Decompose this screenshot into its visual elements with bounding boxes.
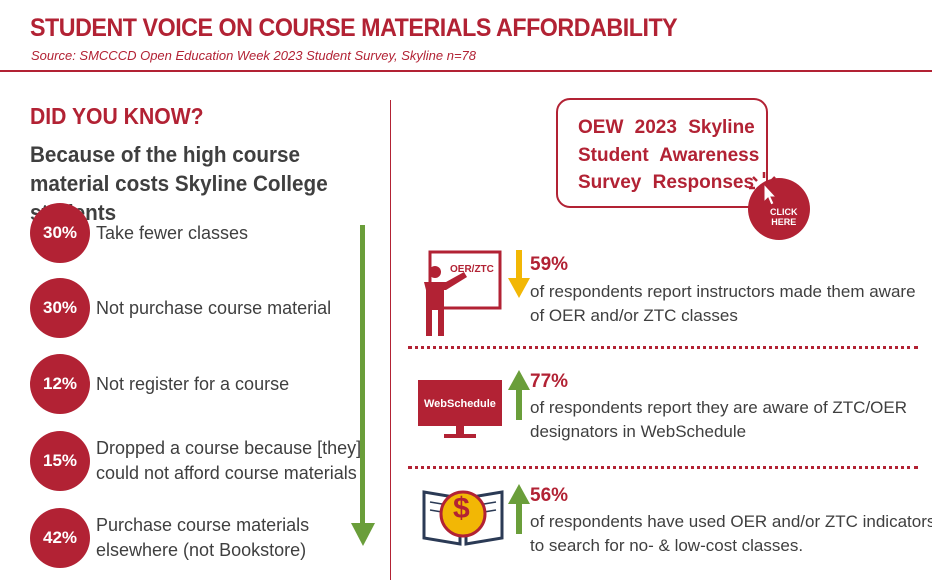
desc-line: to search for no- & low-cost classes.	[530, 536, 804, 555]
down-arrow-icon	[508, 250, 530, 298]
stat-label: Take fewer classes	[96, 221, 248, 246]
percent-value: 56%	[530, 485, 569, 506]
percent-badge: 15%	[30, 431, 90, 491]
desc-line: of respondents have used OER and/or ZTC …	[530, 512, 932, 531]
desc-line: of respondents report they are aware of …	[530, 398, 908, 417]
stat-line: Dropped a course because [they]	[96, 438, 362, 458]
percent-value: 77%	[530, 371, 569, 392]
item-description: of respondents have used OER and/or ZTC …	[530, 510, 932, 558]
percent-badge: 30%	[30, 203, 90, 263]
did-you-know-heading: DID YOU KNOW?	[30, 103, 204, 129]
stat-row: 15% Dropped a course because [they] coul…	[30, 431, 361, 491]
click-here-label[interactable]: CLICK HERE	[770, 207, 798, 227]
up-arrow-icon	[508, 484, 530, 534]
presenter-icon	[424, 250, 502, 336]
stat-line: could not afford course materials	[96, 463, 357, 483]
stat-row: 30% Not purchase course material	[30, 278, 331, 338]
down-arrow-icon	[351, 225, 375, 546]
survey-title-line: OEW 2023 Skyline	[578, 117, 755, 138]
stat-label: Purchase course materials elsewhere (not…	[96, 513, 309, 563]
dotted-separator	[408, 466, 918, 469]
desc-line: of respondents report instructors made t…	[530, 282, 916, 301]
percent-badge: 42%	[30, 508, 90, 568]
survey-title-line: Survey Responses	[578, 172, 755, 193]
stat-line: Not register for a course	[96, 373, 290, 394]
page-title: STUDENT VOICE ON COURSE MATERIALS AFFORD…	[30, 14, 678, 42]
click-label-line: HERE	[771, 217, 797, 227]
icon-label: $	[453, 492, 470, 525]
stat-line: elsewhere (not Bookstore)	[96, 540, 307, 560]
book-dollar-icon	[422, 490, 504, 546]
because-subheading: Because of the high course material cost…	[30, 142, 328, 225]
stat-row: 42% Purchase course materials elsewhere …	[30, 508, 309, 568]
stat-line: Take fewer classes	[96, 222, 249, 243]
click-label-line: CLICK	[770, 207, 798, 217]
item-description: of respondents report they are aware of …	[530, 396, 907, 444]
dotted-separator	[408, 346, 918, 349]
desc-line: designators in WebSchedule	[530, 422, 747, 441]
survey-title: OEW 2023 Skyline Student Awareness Surve…	[578, 114, 759, 197]
click-here-button[interactable]	[748, 178, 810, 240]
icon-label: OER/ZTC	[450, 264, 494, 275]
percent-badge: 12%	[30, 354, 90, 414]
survey-title-line: Student Awareness	[578, 144, 760, 166]
stat-label: Dropped a course because [they] could no…	[96, 436, 361, 486]
item-description: of respondents report instructors made t…	[530, 280, 916, 328]
desc-line: of OER and/or ZTC classes	[530, 306, 738, 325]
stat-label: Not register for a course	[96, 372, 289, 397]
monitor-icon	[418, 380, 502, 438]
stat-line: Purchase course materials	[96, 515, 310, 535]
column-divider	[390, 100, 391, 580]
stat-label: Not purchase course material	[96, 296, 331, 321]
survey-responses-box[interactable]	[556, 98, 768, 208]
up-arrow-icon	[508, 370, 530, 420]
header-rule	[0, 70, 932, 72]
source-note: Source: SMCCCD Open Education Week 2023 …	[31, 48, 477, 63]
stat-row: 12% Not register for a course	[30, 354, 289, 414]
percent-value: 59%	[530, 254, 569, 275]
stat-row: 30% Take fewer classes	[30, 203, 248, 263]
icon-label: WebSchedule	[424, 398, 496, 410]
pointer-click-icon	[749, 172, 778, 206]
stat-line: Not purchase course material	[96, 297, 332, 318]
percent-badge: 30%	[30, 278, 90, 338]
